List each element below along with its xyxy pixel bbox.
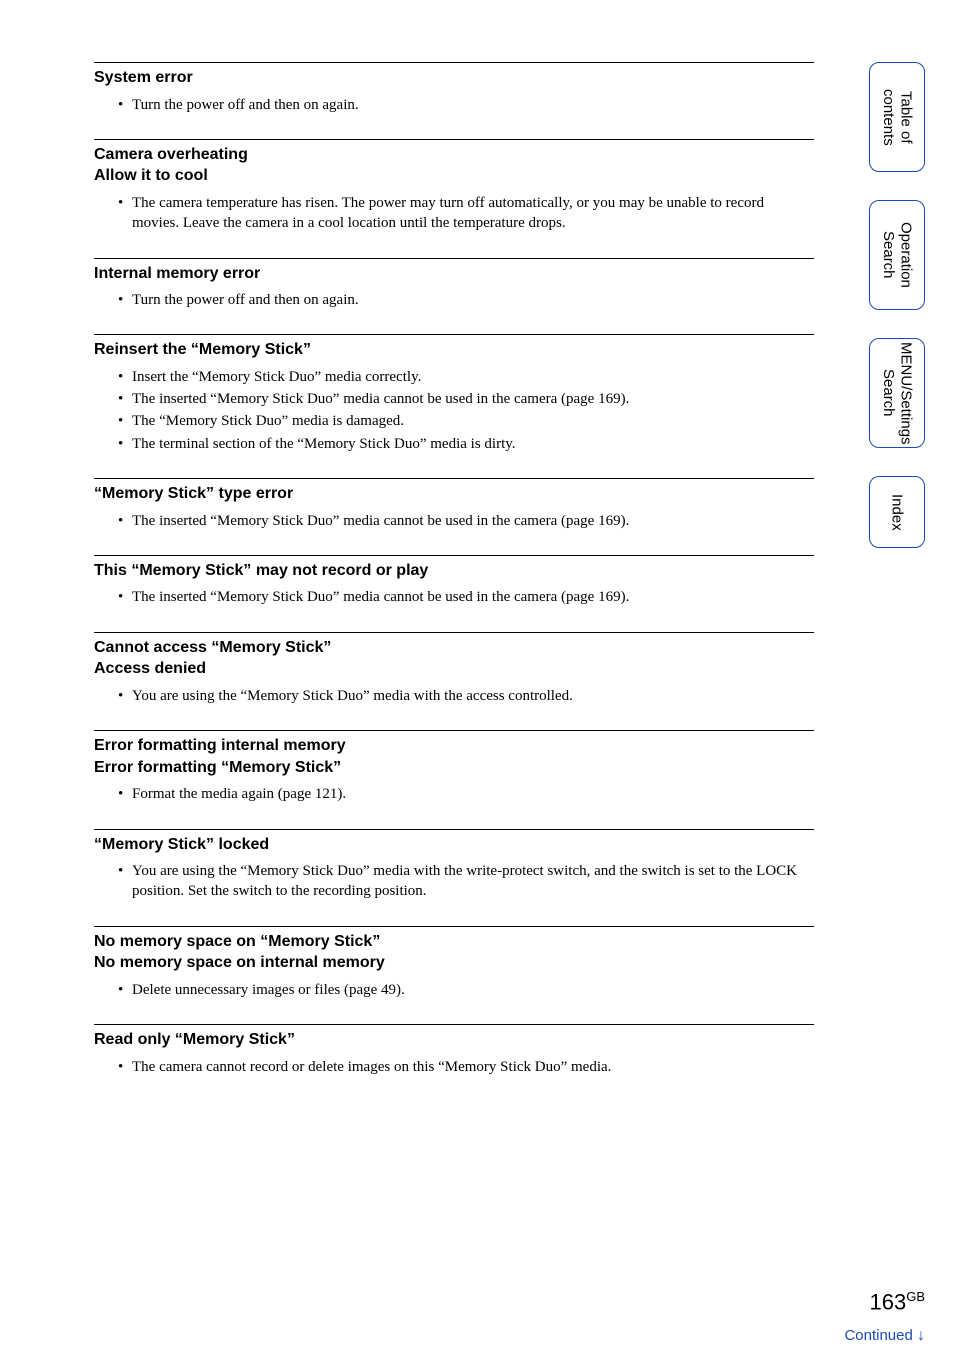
bullet-item: The “Memory Stick Duo” media is damaged. bbox=[122, 411, 814, 431]
section-rule bbox=[94, 730, 814, 731]
section: Read only “Memory Stick” The camera canno… bbox=[94, 1024, 814, 1077]
down-arrow-icon: ↓ bbox=[917, 1327, 925, 1344]
continued-link[interactable]: Continued ↓ bbox=[844, 1327, 925, 1345]
section-rule bbox=[94, 926, 814, 927]
section-rule bbox=[94, 62, 814, 63]
bullet-list: The inserted “Memory Stick Duo” media ca… bbox=[94, 511, 814, 531]
bullet-item: Turn the power off and then on again. bbox=[122, 290, 814, 310]
bullet-list: Delete unnecessary images or files (page… bbox=[94, 980, 814, 1000]
section-heading: Camera overheatingAllow it to cool bbox=[94, 144, 814, 187]
bullet-list: Turn the power off and then on again. bbox=[94, 290, 814, 310]
section: Cannot access “Memory Stick”Access denie… bbox=[94, 632, 814, 706]
side-tab-label: Table of contents bbox=[880, 89, 915, 146]
section: Error formatting internal memoryError fo… bbox=[94, 730, 814, 804]
section-rule bbox=[94, 334, 814, 335]
section: No memory space on “Memory Stick”No memo… bbox=[94, 926, 814, 1000]
section-heading: “Memory Stick” type error bbox=[94, 483, 814, 505]
bullet-item: Format the media again (page 121). bbox=[122, 784, 814, 804]
continued-label: Continued bbox=[844, 1327, 912, 1344]
side-tab-label: MENU/Settings Search bbox=[880, 342, 915, 445]
bullet-list: The inserted “Memory Stick Duo” media ca… bbox=[94, 587, 814, 607]
bullet-item: The inserted “Memory Stick Duo” media ca… bbox=[122, 389, 814, 409]
side-tab[interactable]: Index bbox=[869, 476, 925, 548]
section-heading: Reinsert the “Memory Stick” bbox=[94, 339, 814, 361]
bullet-list: Insert the “Memory Stick Duo” media corr… bbox=[94, 367, 814, 454]
section: “Memory Stick” locked You are using the “… bbox=[94, 829, 814, 902]
bullet-list: The camera temperature has risen. The po… bbox=[94, 193, 814, 234]
bullet-item: The camera cannot record or delete image… bbox=[122, 1057, 814, 1077]
section-heading: System error bbox=[94, 67, 814, 89]
section-rule bbox=[94, 478, 814, 479]
bullet-list: You are using the “Memory Stick Duo” med… bbox=[94, 686, 814, 706]
section-heading: “Memory Stick” locked bbox=[94, 834, 814, 856]
section-heading: Error formatting internal memoryError fo… bbox=[94, 735, 814, 778]
section-heading: No memory space on “Memory Stick”No memo… bbox=[94, 931, 814, 974]
bullet-item: You are using the “Memory Stick Duo” med… bbox=[122, 686, 814, 706]
section: Internal memory error Turn the power off … bbox=[94, 258, 814, 311]
side-tab[interactable]: Operation Search bbox=[869, 200, 925, 310]
section-rule bbox=[94, 1024, 814, 1025]
bullet-item: Delete unnecessary images or files (page… bbox=[122, 980, 814, 1000]
section-rule bbox=[94, 258, 814, 259]
side-tab-label: Operation Search bbox=[880, 222, 915, 288]
section-rule bbox=[94, 829, 814, 830]
bullet-list: Format the media again (page 121). bbox=[94, 784, 814, 804]
bullet-item: The camera temperature has risen. The po… bbox=[122, 193, 814, 234]
side-tab-label: Index bbox=[888, 494, 905, 531]
section: “Memory Stick” type error The inserted “M… bbox=[94, 478, 814, 531]
side-tab[interactable]: Table of contents bbox=[869, 62, 925, 172]
page-number-suffix: GB bbox=[906, 1289, 925, 1304]
bullet-item: The terminal section of the “Memory Stic… bbox=[122, 434, 814, 454]
section-rule bbox=[94, 555, 814, 556]
bullet-item: The inserted “Memory Stick Duo” media ca… bbox=[122, 511, 814, 531]
section-heading: Cannot access “Memory Stick”Access denie… bbox=[94, 637, 814, 680]
section: Reinsert the “Memory Stick” Insert the “M… bbox=[94, 334, 814, 454]
section: Camera overheatingAllow it to cool The ca… bbox=[94, 139, 814, 234]
section-rule bbox=[94, 139, 814, 140]
bullet-item: Insert the “Memory Stick Duo” media corr… bbox=[122, 367, 814, 387]
section-heading: This “Memory Stick” may not record or pl… bbox=[94, 560, 814, 582]
section: This “Memory Stick” may not record or pl… bbox=[94, 555, 814, 608]
section: System error Turn the power off and then … bbox=[94, 62, 814, 115]
section-heading: Internal memory error bbox=[94, 263, 814, 285]
section-heading: Read only “Memory Stick” bbox=[94, 1029, 814, 1051]
bullet-item: The inserted “Memory Stick Duo” media ca… bbox=[122, 587, 814, 607]
bullet-item: You are using the “Memory Stick Duo” med… bbox=[122, 861, 814, 902]
page-number-value: 163 bbox=[869, 1289, 906, 1314]
page-number: 163GB bbox=[869, 1289, 925, 1315]
side-tab[interactable]: MENU/Settings Search bbox=[869, 338, 925, 448]
bullet-item: Turn the power off and then on again. bbox=[122, 95, 814, 115]
bullet-list: Turn the power off and then on again. bbox=[94, 95, 814, 115]
section-rule bbox=[94, 632, 814, 633]
bullet-list: You are using the “Memory Stick Duo” med… bbox=[94, 861, 814, 902]
bullet-list: The camera cannot record or delete image… bbox=[94, 1057, 814, 1077]
